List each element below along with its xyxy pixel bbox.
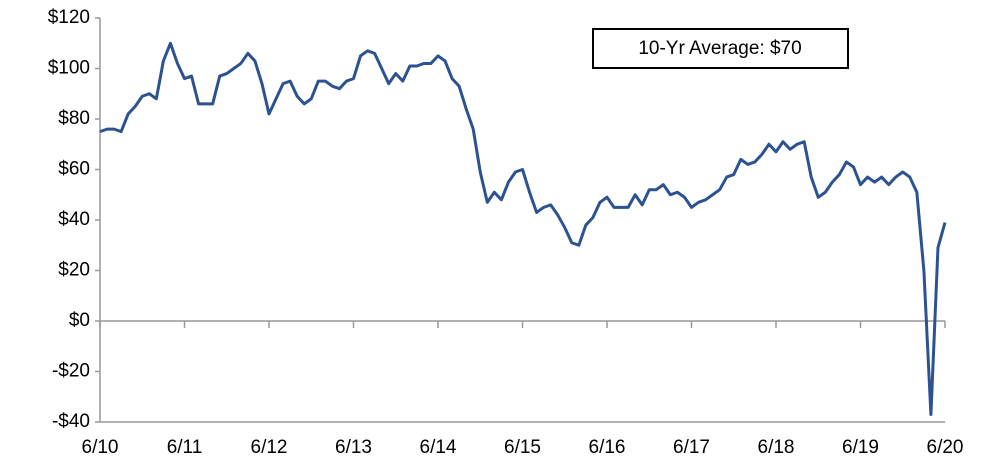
x-tick-label: 6/20 [927,437,964,458]
x-tick-label: 6/19 [842,437,879,458]
y-tick-label: $100 [48,58,90,79]
x-tick-label: 6/11 [167,437,203,458]
x-tick-label: 6/16 [589,437,626,458]
x-tick-label: 6/14 [420,437,457,458]
annotation: 10-Yr Average: $70 [638,38,801,59]
y-tick-label: -$40 [52,411,90,432]
x-tick-label: 6/10 [82,437,119,458]
y-tick-label: $120 [48,7,90,28]
y-tick-label: $20 [58,260,90,281]
x-tick-label: 6/18 [758,437,795,458]
y-tick-label: -$20 [52,361,90,382]
price-line [99,41,947,416]
y-tick-label: $0 [69,310,90,331]
x-tick-label: 6/17 [673,437,710,458]
x-tick-label: 6/12 [251,437,288,458]
y-tick-label: $60 [58,159,90,180]
x-tick-label: 6/15 [504,437,541,458]
x-tick-label: 6/13 [335,437,372,458]
annotation-box [592,28,849,69]
y-tick-label: $40 [58,209,90,230]
y-tick-label: $80 [58,108,90,129]
